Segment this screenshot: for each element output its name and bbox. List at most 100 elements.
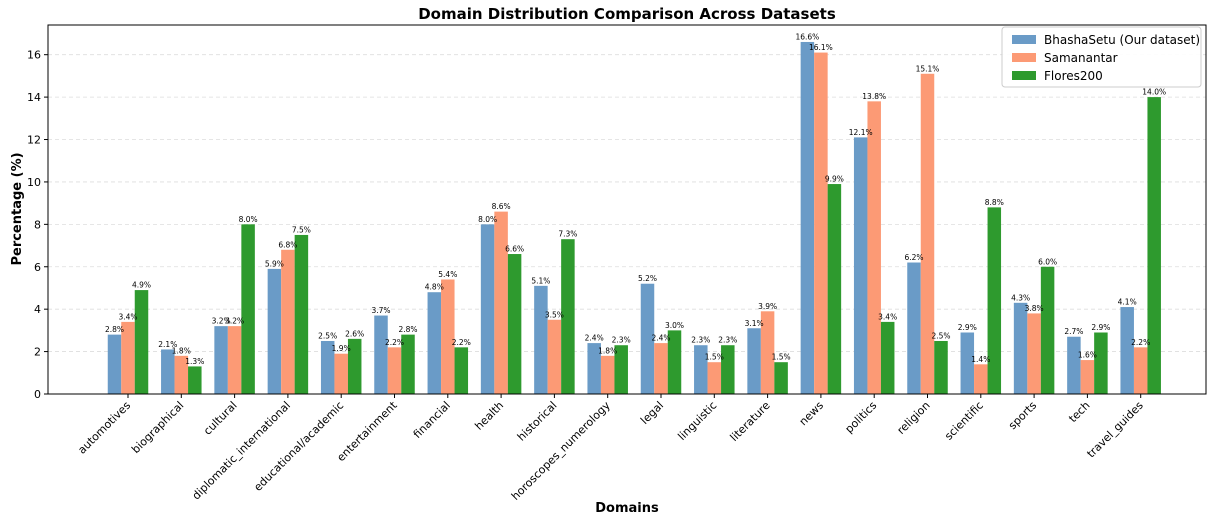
x-tick-label: travel_guides: [1084, 399, 1146, 461]
bar-value-label: 1.5%: [772, 353, 791, 362]
bar: [507, 254, 522, 394]
bar: [227, 326, 242, 394]
bar-value-label: 7.3%: [558, 230, 577, 239]
bar: [880, 321, 895, 394]
bar-value-label: 14.0%: [1142, 88, 1166, 97]
bar: [867, 101, 881, 395]
x-tick-label: financial: [411, 399, 453, 441]
bar-value-label: 5.2%: [638, 274, 657, 283]
y-tick-label: 4: [34, 303, 41, 316]
bar: [934, 340, 948, 394]
y-tick-label: 6: [34, 261, 41, 274]
bar: [1067, 336, 1081, 394]
bar-value-label: 6.8%: [278, 240, 297, 249]
bar: [654, 343, 668, 394]
x-tick-label: automotives: [75, 399, 133, 457]
bar-value-label: 3.0%: [665, 321, 684, 330]
bar-value-label: 3.2%: [212, 317, 231, 326]
bar-value-label: 1.8%: [598, 346, 617, 355]
bar-value-label: 8.0%: [239, 215, 258, 224]
bar: [427, 292, 442, 394]
x-tick-label: literature: [728, 399, 773, 444]
x-tick-label: cultural: [201, 399, 240, 438]
bar: [814, 52, 828, 394]
bar-value-label: 6.6%: [505, 245, 524, 254]
bar: [774, 362, 788, 394]
bar: [853, 137, 868, 394]
bar-value-label: 6.0%: [1038, 257, 1057, 266]
bar-value-label: 1.4%: [971, 355, 990, 364]
bar-value-label: 8.0%: [478, 215, 497, 224]
bar-value-label: 8.8%: [985, 198, 1004, 207]
bar: [294, 234, 309, 394]
bar-value-label: 2.8%: [398, 325, 417, 334]
bar-value-label: 2.7%: [1064, 327, 1083, 336]
bar: [1094, 332, 1108, 394]
bar-value-label: 1.8%: [172, 346, 191, 355]
bar: [640, 283, 655, 394]
bar-value-label: 2.8%: [105, 325, 124, 334]
bar: [241, 224, 255, 394]
bar: [987, 207, 1002, 394]
y-tick-label: 14: [27, 91, 41, 104]
bar-value-label: 5.1%: [531, 276, 550, 285]
y-tick-label: 0: [34, 388, 41, 401]
legend-box: [1001, 26, 1202, 88]
bar-value-label: 2.3%: [691, 336, 710, 345]
x-tick-label: tech: [1066, 399, 1092, 425]
bars: [107, 41, 1161, 395]
bar: [547, 319, 562, 394]
bar-value-label: 2.4%: [651, 334, 670, 343]
x-tick-label: sports: [1006, 399, 1039, 432]
x-tick-label: news: [797, 399, 827, 429]
y-tick-label: 10: [27, 176, 41, 189]
x-tick-label: politics: [843, 399, 880, 436]
bar: [441, 279, 455, 394]
bar: [1147, 97, 1161, 394]
legend-entry: BhashaSetu (Our dataset): [1044, 33, 1200, 47]
bar-value-label: 2.2%: [452, 338, 471, 347]
bar-value-label: 2.5%: [318, 331, 337, 340]
bar: [347, 338, 362, 394]
bar-value-label: 16.1%: [809, 43, 833, 52]
bar: [614, 345, 628, 394]
bar: [960, 332, 975, 394]
bar: [174, 355, 189, 394]
legend-entry: Flores200: [1044, 69, 1103, 83]
y-tick-label: 2: [34, 346, 41, 359]
x-tick-label: horoscopes_numerology: [509, 399, 613, 503]
bar-value-label: 6.2%: [904, 253, 923, 262]
y-axis-label: Percentage (%): [10, 152, 25, 265]
legend: BhashaSetu (Our dataset) Samanantar Flores…: [1001, 26, 1202, 88]
bar: [121, 321, 135, 394]
legend-swatch: [1012, 71, 1036, 80]
x-axis-label: Domains: [595, 501, 659, 515]
bar: [534, 285, 548, 394]
bar-value-label: 1.3%: [185, 357, 204, 366]
bar: [401, 334, 415, 394]
bar-value-label: 15.1%: [916, 64, 940, 73]
bar-value-label: 3.4%: [878, 312, 897, 321]
bar-value-label: 4.1%: [1118, 298, 1137, 307]
bar: [600, 355, 615, 394]
bar: [694, 345, 708, 394]
bar: [161, 349, 175, 394]
bar-value-label: 7.5%: [292, 225, 311, 234]
bar: [1080, 360, 1095, 394]
bar-value-label: 2.4%: [585, 334, 604, 343]
bar-value-label: 1.6%: [1078, 351, 1097, 360]
bar: [480, 224, 495, 394]
bar: [1120, 307, 1134, 394]
bar-value-label: 3.4%: [118, 312, 137, 321]
bar: [387, 347, 402, 394]
legend-entry: Samanantar: [1044, 51, 1118, 65]
bar: [800, 41, 815, 395]
bar: [454, 347, 469, 394]
bar: [320, 340, 335, 394]
bar: [721, 345, 735, 394]
x-tick-label: legal: [638, 399, 666, 427]
legend-swatch: [1012, 53, 1036, 62]
x-tick-label: scientific: [942, 399, 986, 443]
x-tick-label: historical: [515, 399, 560, 444]
